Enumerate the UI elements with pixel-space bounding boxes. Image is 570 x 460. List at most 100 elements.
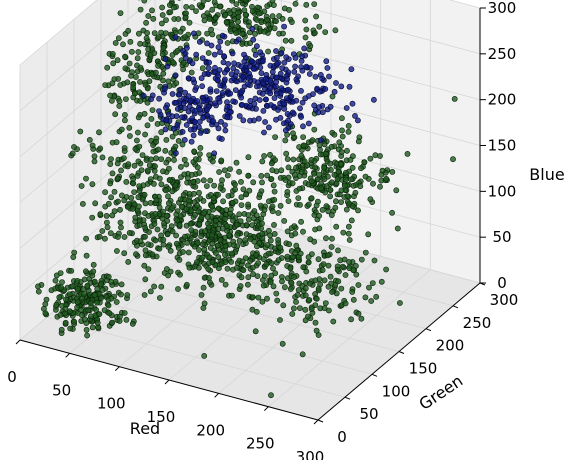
- point-green: [227, 166, 233, 172]
- point-green: [243, 191, 250, 198]
- point-blue: [326, 73, 332, 80]
- point-blue: [263, 96, 269, 103]
- point-green: [311, 126, 318, 133]
- point-green: [324, 252, 331, 259]
- point-green: [338, 115, 345, 122]
- point-green: [284, 228, 291, 235]
- point-blue: [281, 59, 288, 66]
- point-green: [149, 7, 155, 14]
- point-green: [348, 217, 355, 224]
- point-blue: [213, 88, 220, 94]
- point-green: [165, 165, 172, 172]
- point-blue: [199, 83, 205, 90]
- point-green: [132, 90, 138, 97]
- point-blue: [221, 69, 228, 76]
- point-green: [216, 3, 223, 10]
- point-green: [160, 208, 166, 215]
- point-blue: [260, 80, 266, 86]
- point-green: [365, 231, 372, 238]
- point-green: [203, 183, 210, 189]
- point-green: [118, 224, 124, 231]
- x-tick-mark: [15, 339, 21, 345]
- point-blue: [315, 109, 322, 116]
- point-green: [268, 272, 275, 279]
- point-blue: [257, 49, 264, 56]
- point-green: [102, 82, 109, 88]
- point-green: [329, 289, 335, 295]
- point-blue: [307, 65, 314, 71]
- point-blue: [241, 58, 248, 65]
- point-blue: [203, 106, 210, 113]
- point-green: [175, 16, 182, 22]
- point-blue: [187, 126, 194, 133]
- point-blue: [179, 128, 186, 135]
- point-green: [158, 20, 165, 27]
- point-blue: [235, 36, 242, 43]
- point-blue: [249, 25, 256, 32]
- point-green: [232, 186, 238, 193]
- y-tick-mark: [425, 328, 432, 332]
- point-blue: [222, 127, 229, 134]
- point-green: [236, 237, 243, 244]
- point-green: [134, 207, 141, 214]
- point-green: [340, 229, 347, 236]
- point-green: [184, 175, 191, 181]
- grid-line-blue: [19, 19, 481, 158]
- point-green: [165, 200, 172, 207]
- point-green: [321, 141, 328, 148]
- point-green: [150, 180, 157, 187]
- point-green: [124, 79, 131, 86]
- point-blue: [278, 85, 285, 92]
- point-green: [311, 170, 317, 177]
- point-green: [166, 177, 173, 184]
- point-green: [404, 150, 411, 157]
- point-green: [92, 200, 99, 207]
- point-green: [217, 185, 224, 191]
- point-green: [206, 152, 213, 158]
- point-green: [268, 260, 275, 266]
- point-green: [239, 31, 246, 37]
- point-green: [104, 64, 111, 71]
- point-green: [246, 187, 253, 194]
- point-green: [309, 137, 316, 144]
- x-tick-mark: [164, 379, 170, 385]
- point-green: [264, 242, 271, 248]
- point-green: [290, 130, 296, 137]
- point-green: [208, 26, 214, 33]
- point-blue: [198, 75, 205, 82]
- point-blue: [217, 82, 224, 89]
- point-green: [292, 249, 299, 256]
- point-green: [89, 324, 96, 331]
- point-green: [301, 158, 308, 165]
- point-green: [264, 3, 271, 9]
- point-blue: [299, 99, 306, 106]
- point-green: [355, 138, 362, 145]
- point-blue: [280, 120, 287, 127]
- point-green: [177, 163, 184, 170]
- point-green: [291, 274, 297, 280]
- point-green: [277, 174, 284, 181]
- point-green: [275, 210, 282, 216]
- point-green: [122, 117, 128, 124]
- point-green: [344, 193, 351, 199]
- point-green: [57, 311, 64, 318]
- point-blue: [217, 49, 223, 56]
- point-green: [141, 262, 148, 269]
- point-green: [156, 245, 163, 252]
- point-green: [173, 80, 180, 86]
- point-green: [206, 16, 213, 22]
- point-blue: [170, 125, 177, 132]
- point-green: [281, 284, 288, 291]
- point-green: [316, 142, 323, 149]
- point-blue: [273, 74, 280, 81]
- point-blue: [215, 95, 221, 102]
- point-green: [396, 300, 403, 306]
- point-green: [327, 193, 333, 200]
- point-green: [175, 137, 182, 144]
- point-green: [277, 202, 284, 209]
- point-green: [155, 34, 162, 41]
- x-tick-label: 250: [246, 435, 275, 453]
- point-blue: [305, 120, 312, 127]
- point-green: [131, 162, 138, 169]
- point-green: [117, 206, 123, 213]
